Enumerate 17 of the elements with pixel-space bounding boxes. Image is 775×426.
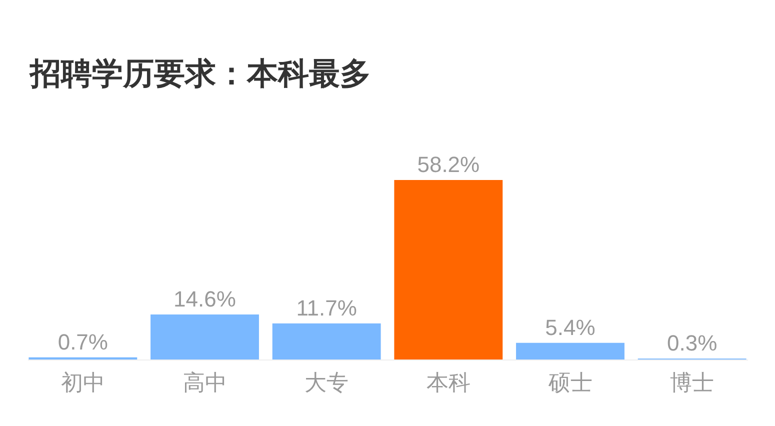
- data-label: 11.7%: [296, 295, 357, 320]
- data-label: 14.6%: [174, 286, 236, 312]
- bar: [272, 323, 381, 360]
- x-tick-label: 初中: [60, 370, 105, 395]
- data-label: 58.2%: [417, 152, 480, 177]
- x-tick-label: 大专: [304, 370, 349, 395]
- x-tick-label: 高中: [182, 370, 227, 395]
- x-tick-label: 硕士: [547, 370, 592, 395]
- bar: [150, 314, 259, 360]
- bar: [394, 180, 503, 360]
- chart-title: 招聘学历要求：本科最多: [29, 56, 371, 91]
- data-label: 5.4%: [545, 314, 596, 340]
- x-tick-label: 博士: [670, 370, 714, 395]
- data-label: 0.3%: [667, 330, 718, 356]
- data-label: 0.7%: [58, 329, 108, 354]
- bar: [516, 342, 624, 360]
- x-tick-label: 本科: [426, 370, 470, 395]
